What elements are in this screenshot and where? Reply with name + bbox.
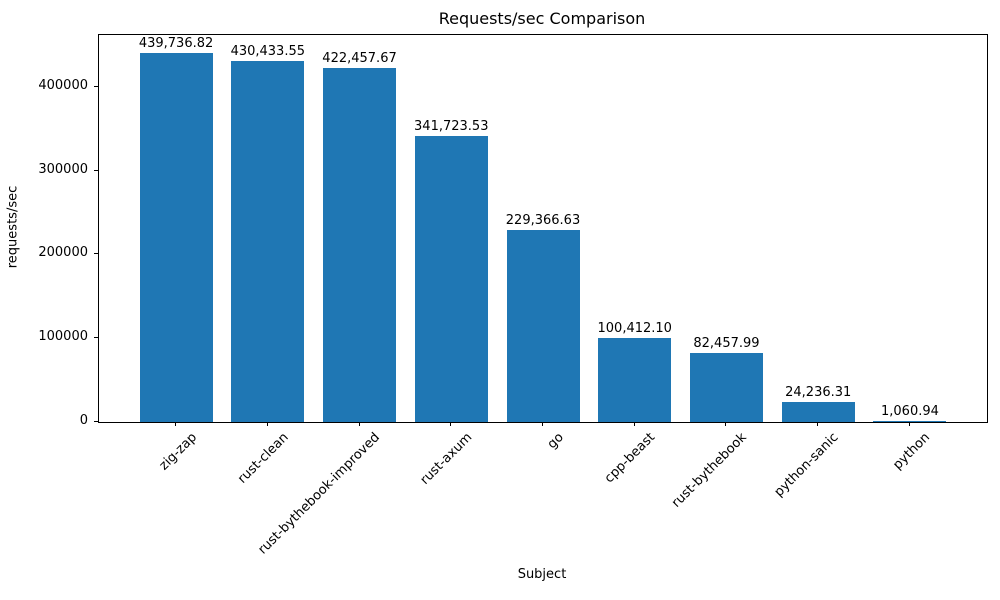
plot-area: 439,736.82 430,433.55 422,457.67 341,723.53…	[98, 34, 988, 423]
bar-value-label: 100,412.10	[597, 320, 672, 336]
x-tick	[450, 422, 452, 426]
bar-go	[506, 229, 580, 422]
x-axis-label: Subject	[517, 567, 567, 582]
y-tick	[94, 85, 98, 87]
bar-zig-zap	[139, 53, 213, 422]
x-tick	[175, 422, 177, 426]
bar-value-label: 24,236.31	[785, 384, 852, 400]
x-tick-label-rust-bythebook: rust-bythebook	[669, 430, 751, 511]
bar-rust-axum	[414, 135, 488, 422]
x-tick	[633, 422, 635, 426]
y-tick	[94, 337, 98, 339]
bar-value-label: 82,457.99	[693, 335, 760, 351]
chart-title: Requests/sec Comparison	[438, 9, 646, 28]
bar-value-label: 341,723.53	[414, 118, 489, 134]
x-tick-label-rust-axum: rust-axum	[417, 430, 475, 488]
x-tick	[358, 422, 360, 426]
x-tick	[908, 422, 910, 426]
y-tick	[94, 421, 98, 422]
bar-cpp-beast	[598, 337, 672, 422]
bar-rust-bythebook-improved	[323, 67, 397, 422]
bar-value-label: 439,736.82	[138, 36, 214, 52]
x-tick	[266, 422, 268, 426]
bar-rust-clean	[231, 61, 305, 422]
bar-rust-bythebook	[689, 352, 763, 422]
x-tick-label-go: go	[544, 430, 567, 453]
bar-value-label: 422,457.67	[322, 50, 397, 66]
y-tick-label: 200000	[38, 245, 88, 261]
x-tick-label-zig-zap: zig-zap	[156, 430, 200, 474]
x-tick-label-rust-clean: rust-clean	[234, 430, 292, 487]
y-tick-label: 400000	[38, 77, 88, 93]
y-tick-label: 0	[79, 413, 88, 428]
x-tick-label-python: python	[890, 430, 934, 473]
bar-value-label: 430,433.55	[230, 44, 305, 60]
x-tick	[542, 422, 543, 426]
x-tick-label-cpp-beast: cpp-beast	[602, 430, 659, 487]
bar-value-label: 229,366.63	[505, 212, 581, 228]
y-tick-label: 100000	[38, 329, 88, 345]
y-tick	[94, 169, 98, 171]
y-tick-label: 300000	[38, 161, 88, 177]
x-tick-label-python-sanic: python-sanic	[771, 430, 842, 500]
bar-python	[873, 421, 947, 422]
bar-value-label: 1,060.94	[880, 404, 939, 419]
bar-python-sanic	[781, 401, 855, 422]
y-tick	[94, 253, 98, 255]
x-tick	[725, 422, 727, 426]
x-tick	[817, 422, 819, 426]
